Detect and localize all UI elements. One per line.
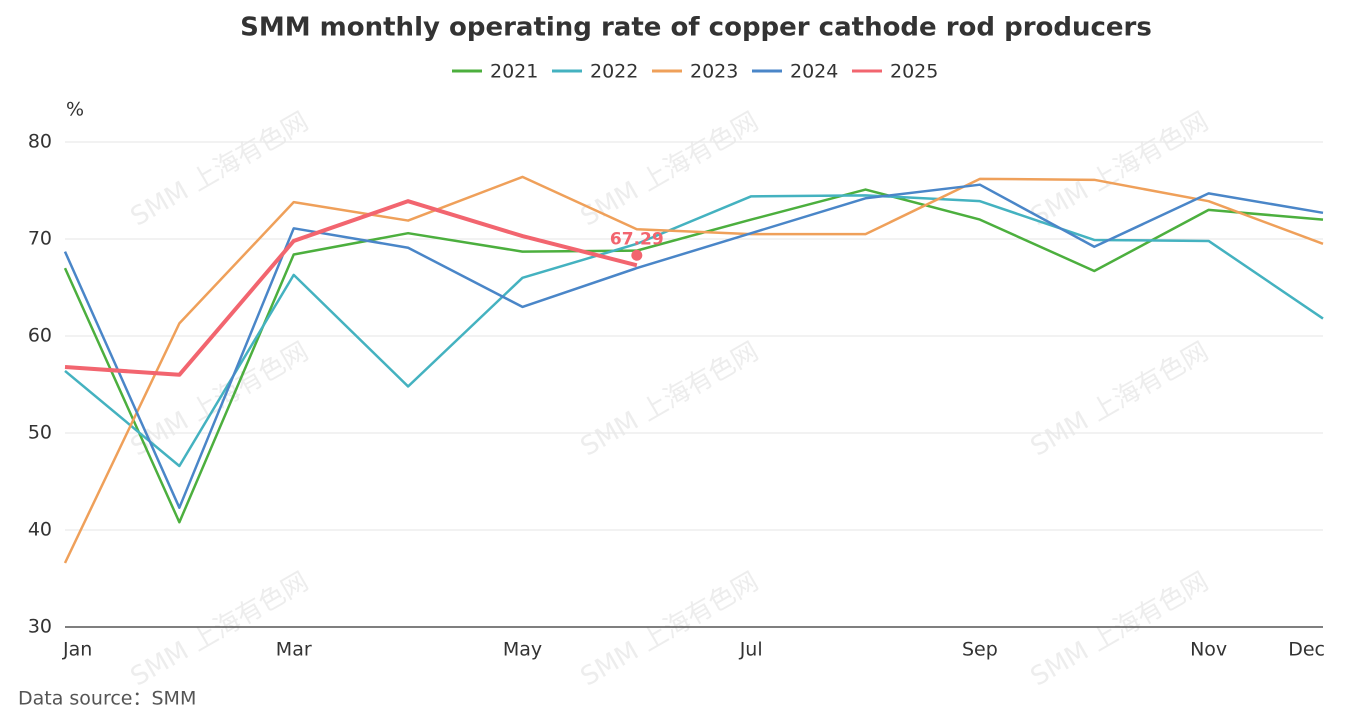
y-axis-label: % — [66, 99, 84, 121]
chart-title: SMM monthly operating rate of copper cat… — [240, 13, 1152, 43]
legend-label: 2024 — [790, 61, 838, 83]
legend-label: 2025 — [890, 61, 938, 83]
y-tick-label: 80 — [28, 131, 52, 153]
x-tick-label: Jan — [62, 639, 92, 661]
series-line — [64, 194, 1324, 468]
legend-label: 2023 — [690, 61, 738, 83]
data-label: 67.29 — [610, 229, 664, 249]
x-tick-label: Nov — [1190, 639, 1227, 661]
watermark: SMM 上海有色网 — [126, 567, 314, 693]
y-tick-label: 30 — [28, 616, 52, 638]
watermark: SMM 上海有色网 — [576, 567, 764, 693]
series-line — [63, 188, 1324, 524]
series-line — [63, 183, 1324, 509]
y-tick-label: 70 — [28, 228, 52, 250]
x-tick-label: May — [503, 639, 542, 661]
source: Data source：SMM — [18, 688, 196, 710]
y-tick-label: 50 — [28, 422, 52, 444]
watermark: SMM 上海有色网 — [126, 107, 314, 233]
watermark: SMM 上海有色网 — [576, 337, 764, 463]
legend-label: 2022 — [590, 61, 638, 83]
x-tick-label: Mar — [276, 639, 312, 661]
series-line — [64, 199, 638, 377]
x-tick-label: Jul — [739, 639, 763, 661]
point-marker — [631, 249, 643, 261]
x-tick-label: Sep — [962, 639, 998, 661]
series-line — [63, 175, 1324, 564]
watermark: SMM 上海有色网 — [1026, 567, 1214, 693]
x-tick-label: Dec — [1288, 639, 1325, 661]
y-tick-label: 60 — [28, 325, 52, 347]
y-tick-label: 40 — [28, 519, 52, 541]
legend-label: 2021 — [490, 61, 538, 83]
watermark: SMM 上海有色网 — [1026, 337, 1214, 463]
watermark: SMM 上海有色网 — [1026, 107, 1214, 233]
